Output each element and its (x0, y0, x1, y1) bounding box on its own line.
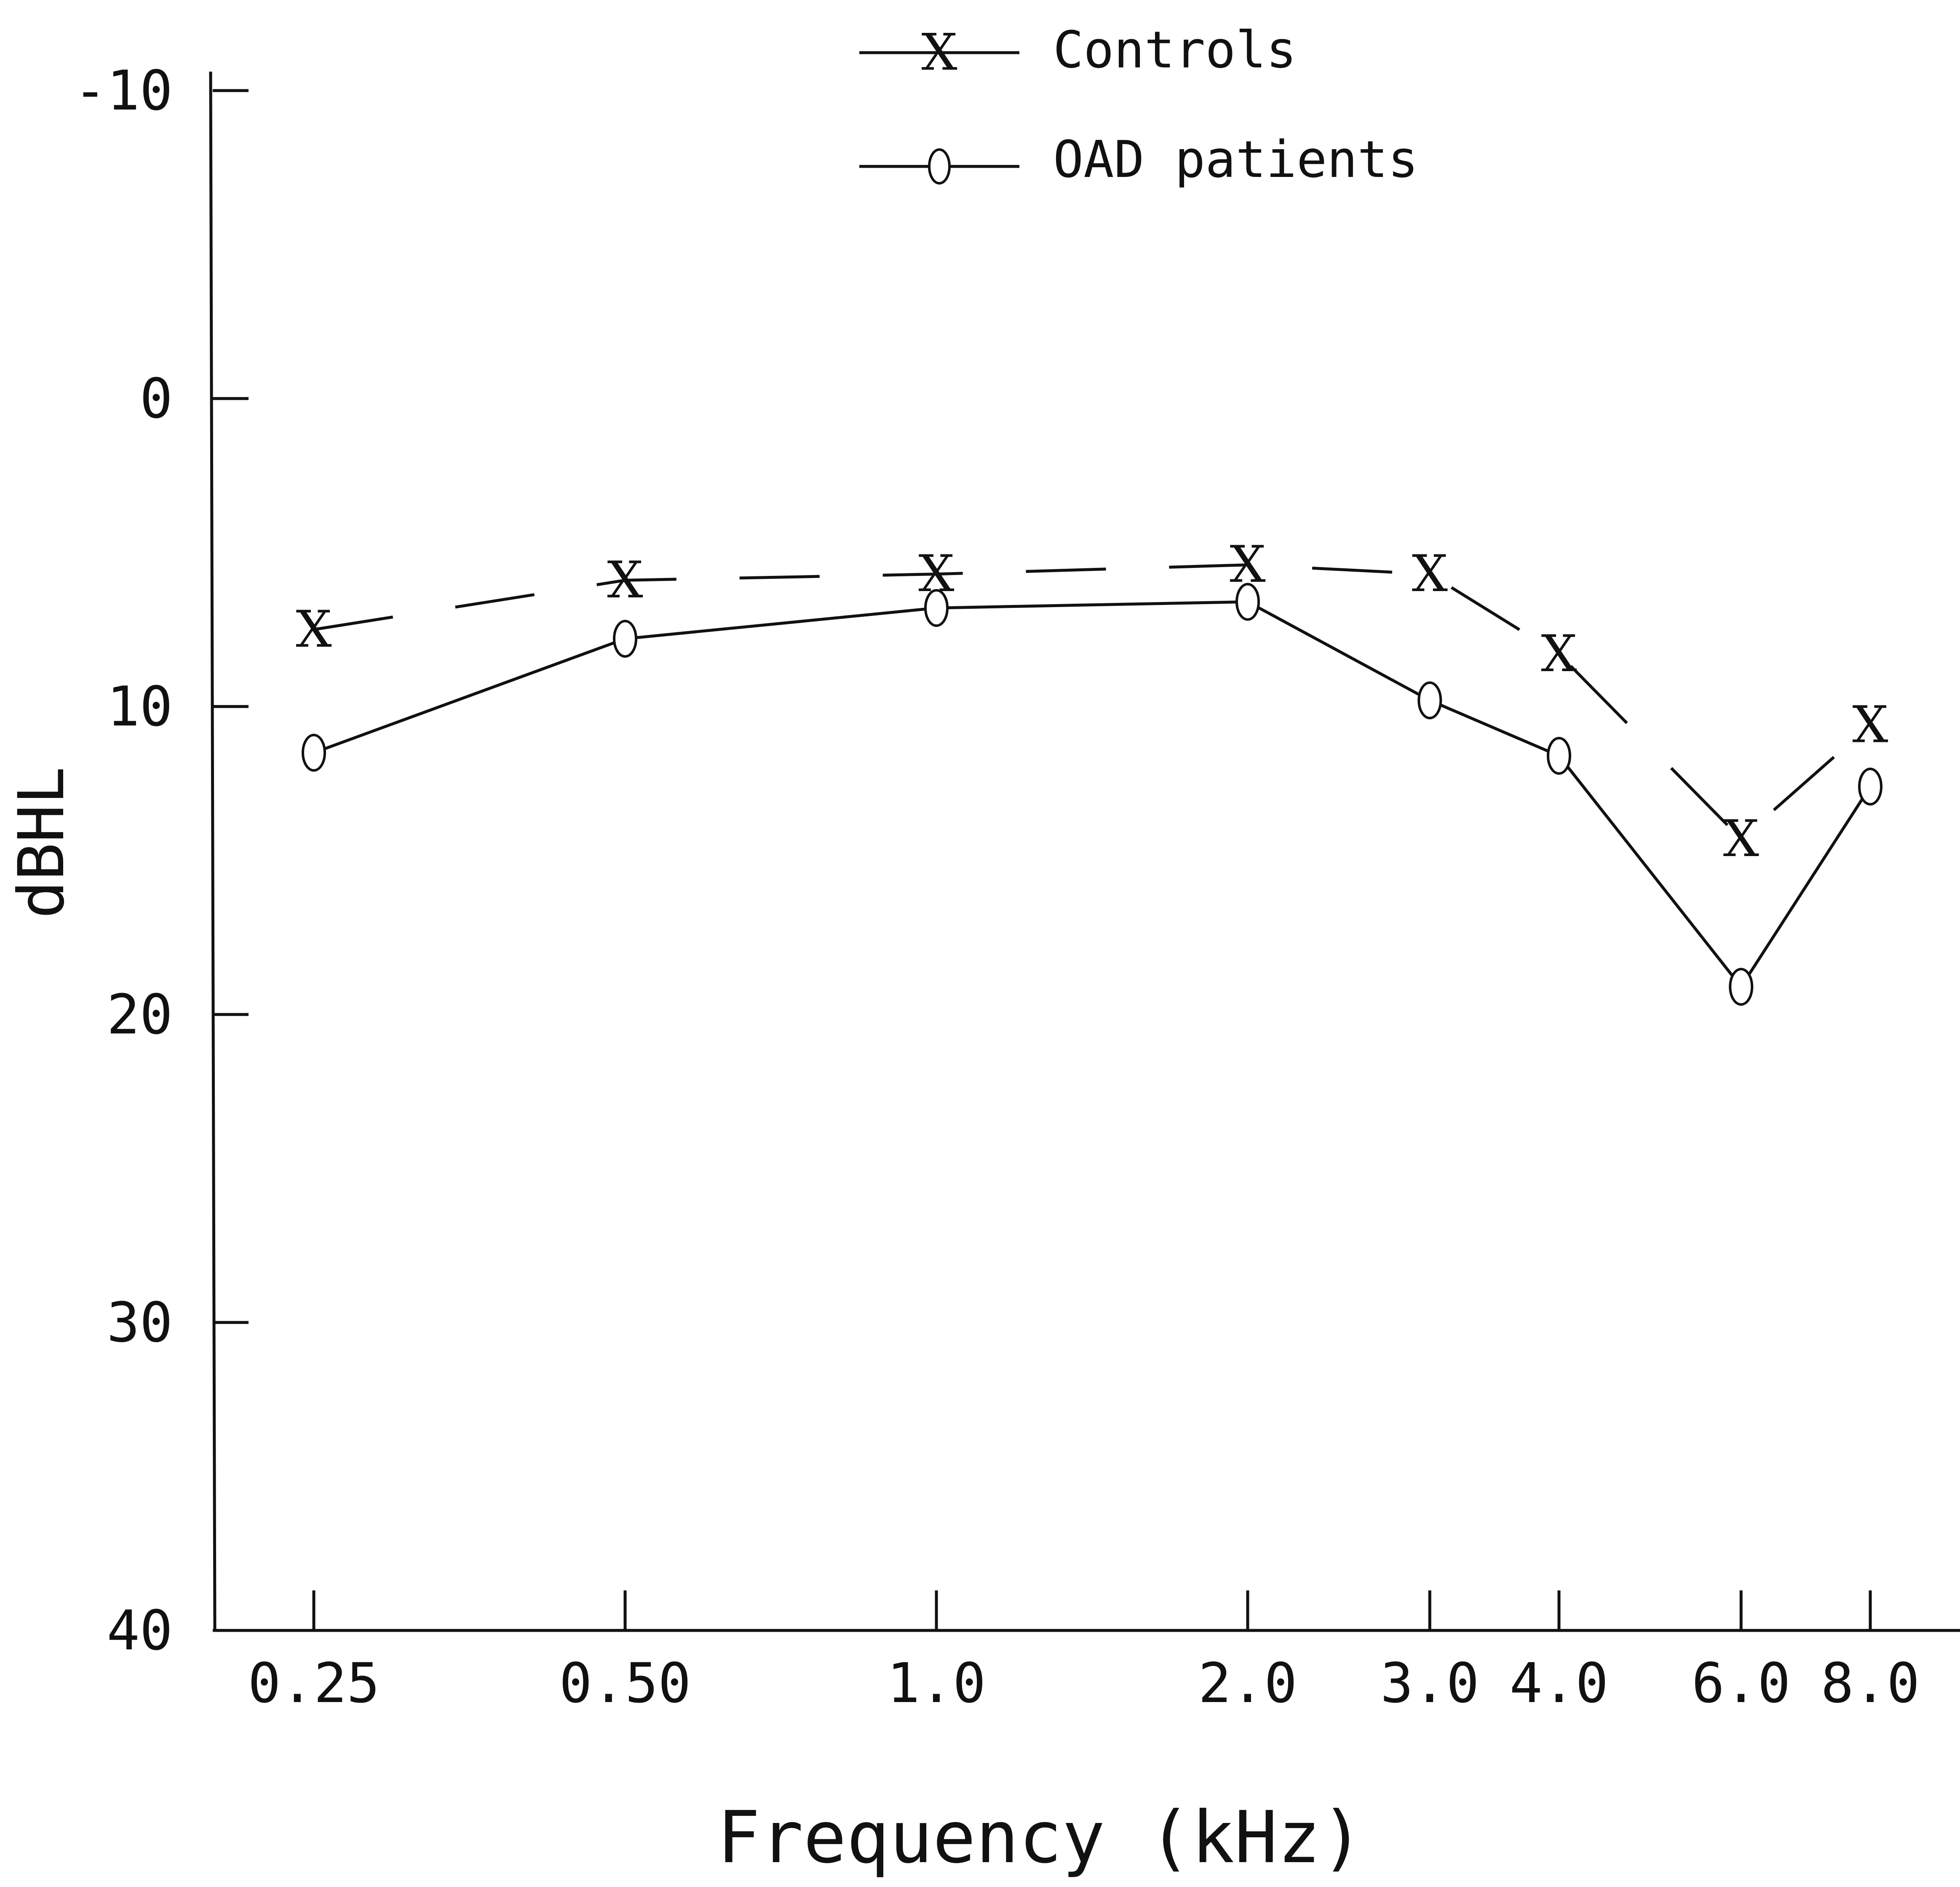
x-tick-label: 0.25 (248, 1651, 380, 1715)
y-tick-label: 20 (107, 982, 173, 1047)
legend-marker-oad-patients (928, 148, 951, 185)
y-axis-ticks: -10 0 10 20 30 40 (74, 59, 249, 1662)
x-tick-label: 8.0 (1821, 1651, 1920, 1715)
data-point-controls: X (1723, 810, 1759, 868)
data-point-oad-patients (613, 620, 637, 658)
data-point-oad-patients (1235, 583, 1260, 621)
legend-item-oad-patients: OAD patients (859, 131, 1418, 189)
legend-label-controls: Controls (1053, 21, 1297, 80)
x-tick-label: 2.0 (1198, 1651, 1297, 1715)
data-point-controls: X (1412, 545, 1448, 603)
data-point-oad-patients (1729, 968, 1754, 1006)
series-line-controls (313, 563, 1872, 841)
y-tick-label: 10 (107, 675, 173, 739)
x-tick-label: 6.0 (1692, 1651, 1791, 1715)
x-tick-label: 4.0 (1510, 1651, 1609, 1715)
data-point-oad-patients (924, 589, 949, 627)
x-tick-label: 3.0 (1380, 1651, 1479, 1715)
legend: X Controls OAD patients (859, 21, 1418, 189)
legend-item-controls: X Controls (859, 21, 1297, 82)
y-axis-title: dBHL (5, 766, 78, 918)
data-point-controls: X (1852, 696, 1888, 754)
x-tick-label: 1.0 (887, 1651, 986, 1715)
series-line-oad-patients (313, 600, 1872, 990)
x-tick-label: 0.50 (559, 1651, 691, 1715)
x-axis-title: Frequency (kHz) (717, 1796, 1364, 1879)
x-axis-ticks: 0.25 0.50 1.0 2.0 3.0 4.0 6.0 8.0 (248, 1590, 1920, 1715)
y-tick-label: 30 (107, 1290, 173, 1354)
data-point-oad-patients (1417, 681, 1442, 720)
y-axis-line (209, 71, 217, 1631)
y-tick-label: -10 (74, 59, 173, 123)
data-point-controls: X (607, 551, 643, 610)
y-tick-label: 40 (107, 1598, 173, 1662)
data-point-controls: X (1541, 625, 1577, 683)
y-tick-label: 0 (140, 367, 173, 431)
legend-label-oad-patients: OAD patients (1053, 131, 1418, 189)
data-point-oad-patients (302, 733, 326, 772)
data-point-oad-patients (1547, 736, 1571, 775)
data-point-oad-patients (1858, 768, 1882, 806)
data-point-controls: X (296, 600, 332, 659)
legend-marker-controls: X (921, 24, 957, 82)
